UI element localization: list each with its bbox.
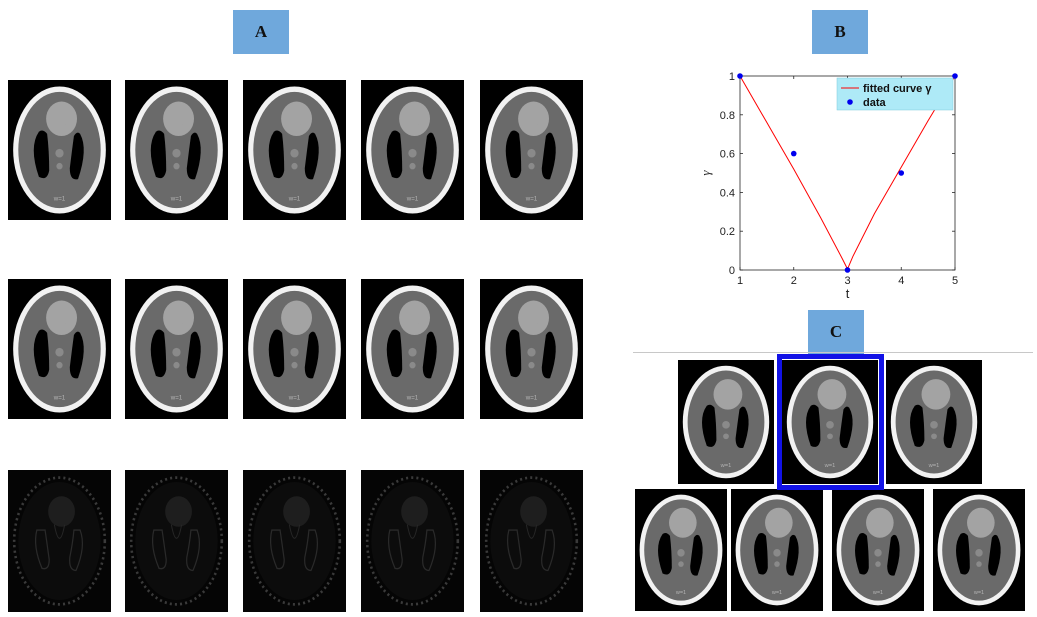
gamma-chart-svg: 1 2 3 4 5 0 0.2 0.4 0.6 0.8 1 t γ fitted curve γ data [700, 71, 958, 301]
panel-a-tile-r2-c3-image: w=1 [243, 279, 346, 419]
panel-c-bottom-tile-1: w=1 [635, 489, 727, 611]
data-point [737, 73, 743, 79]
legend-dot-swatch [847, 99, 853, 105]
panel-c-bottom-tile-3-image: w=1 [832, 489, 924, 611]
panel-c-top-tile-1: w=1 [678, 360, 774, 484]
panel-a-tile-r1-c5: w=1 [480, 80, 583, 220]
svg-text:w=1: w=1 [288, 196, 301, 203]
panel-c-bottom-tile-2: w=1 [731, 489, 823, 611]
panel-a-tile-r1-c2: w=1 [125, 80, 228, 220]
svg-text:w=1: w=1 [973, 590, 984, 596]
panel-a-tile-r2-c4: w=1 [361, 279, 464, 419]
panel-c-divider [633, 352, 1033, 353]
panel-a-tile-r1-c3: w=1 [243, 80, 346, 220]
panel-a-tile-r3-c2 [125, 470, 228, 612]
x-tick-label: 5 [952, 275, 958, 287]
panel-a-tile-r3-c5-image [480, 470, 583, 612]
panel-c-bottom-tile-2-image: w=1 [731, 489, 823, 611]
svg-text:w=1: w=1 [53, 196, 66, 203]
panel-label-c: C [808, 310, 864, 354]
panel-c-top-tile-1-image: w=1 [678, 360, 774, 484]
x-tick-label: 3 [844, 275, 850, 287]
svg-text:w=1: w=1 [288, 395, 301, 402]
svg-text:w=1: w=1 [170, 196, 183, 203]
panel-label-b: B [812, 10, 868, 54]
panel-label-a: A [233, 10, 289, 54]
data-point [952, 73, 958, 79]
panel-c-top-tile-2: w=1 [782, 360, 878, 484]
svg-text:w=1: w=1 [824, 463, 836, 469]
panel-a-tile-r3-c1-image [8, 470, 111, 612]
svg-text:w=1: w=1 [771, 590, 782, 596]
panel-a-tile-r2-c5: w=1 [480, 279, 583, 419]
gamma-chart: 1 2 3 4 5 0 0.2 0.4 0.6 0.8 1 t γ fitted curve γ data [700, 62, 990, 312]
x-axis-label: t [846, 286, 850, 301]
panel-a-tile-r2-c1-image: w=1 [8, 279, 111, 419]
panel-a-tile-r3-c5 [480, 470, 583, 612]
panel-a-tile-r2-c2: w=1 [125, 279, 228, 419]
panel-a-tile-r1-c4: w=1 [361, 80, 464, 220]
x-tick-label: 1 [737, 275, 743, 287]
panel-a-tile-r2-c2-image: w=1 [125, 279, 228, 419]
y-tick-label: 0.2 [720, 226, 735, 238]
svg-text:w=1: w=1 [406, 395, 419, 402]
svg-text:w=1: w=1 [720, 463, 732, 469]
panel-a-tile-r2-c5-image: w=1 [480, 279, 583, 419]
panel-a-tile-r1-c1: w=1 [8, 80, 111, 220]
svg-text:w=1: w=1 [170, 395, 183, 402]
panel-c-bottom-tile-1-image: w=1 [635, 489, 727, 611]
panel-a-tile-r2-c4-image: w=1 [361, 279, 464, 419]
svg-text:w=1: w=1 [872, 590, 883, 596]
svg-text:w=1: w=1 [525, 395, 538, 402]
x-tick-label: 4 [898, 275, 904, 287]
panel-a-tile-r3-c3-image [243, 470, 346, 612]
panel-c-bottom-tile-3: w=1 [832, 489, 924, 611]
y-axis-label: γ [700, 170, 713, 176]
data-point [898, 170, 905, 176]
y-tick-label: 0.8 [720, 110, 735, 122]
y-tick-label: 0.4 [720, 187, 735, 199]
y-tick-label: 1 [729, 71, 735, 83]
panel-a-tile-r3-c4-image [361, 470, 464, 612]
svg-text:w=1: w=1 [675, 590, 686, 596]
data-point [790, 150, 797, 157]
y-tick-label: 0.6 [720, 149, 735, 161]
x-tick-label: 2 [791, 275, 797, 287]
panel-a-tile-r1-c2-image: w=1 [125, 80, 228, 220]
data-point [844, 267, 851, 273]
panel-a-tile-r2-c1: w=1 [8, 279, 111, 419]
svg-text:w=1: w=1 [406, 196, 419, 203]
selected-tile-highlight [777, 354, 884, 490]
panel-a-tile-r3-c2-image [125, 470, 228, 612]
panel-a-tile-r3-c3 [243, 470, 346, 612]
panel-c-top-tile-2-image: w=1 [782, 360, 878, 484]
svg-text:w=1: w=1 [525, 196, 538, 203]
panel-c-bottom-tile-4: w=1 [933, 489, 1025, 611]
svg-text:w=1: w=1 [928, 463, 940, 469]
panel-c-top-tile-3-image: w=1 [886, 360, 982, 484]
panel-a-tile-r3-c1 [8, 470, 111, 612]
legend-label-data: data [863, 97, 887, 109]
panel-a-tile-r1-c1-image: w=1 [8, 80, 111, 220]
panel-a-tile-r1-c5-image: w=1 [480, 80, 583, 220]
panel-a-tile-r3-c4 [361, 470, 464, 612]
y-tick-label: 0 [729, 265, 735, 277]
legend-label-fitted-curve: fitted curve γ [863, 83, 932, 95]
panel-a-tile-r1-c4-image: w=1 [361, 80, 464, 220]
panel-c-bottom-tile-4-image: w=1 [933, 489, 1025, 611]
panel-a-tile-r1-c3-image: w=1 [243, 80, 346, 220]
legend-box [836, 77, 954, 111]
panel-c-top-tile-3: w=1 [886, 360, 982, 484]
svg-text:w=1: w=1 [53, 395, 66, 402]
panel-a-tile-r2-c3: w=1 [243, 279, 346, 419]
